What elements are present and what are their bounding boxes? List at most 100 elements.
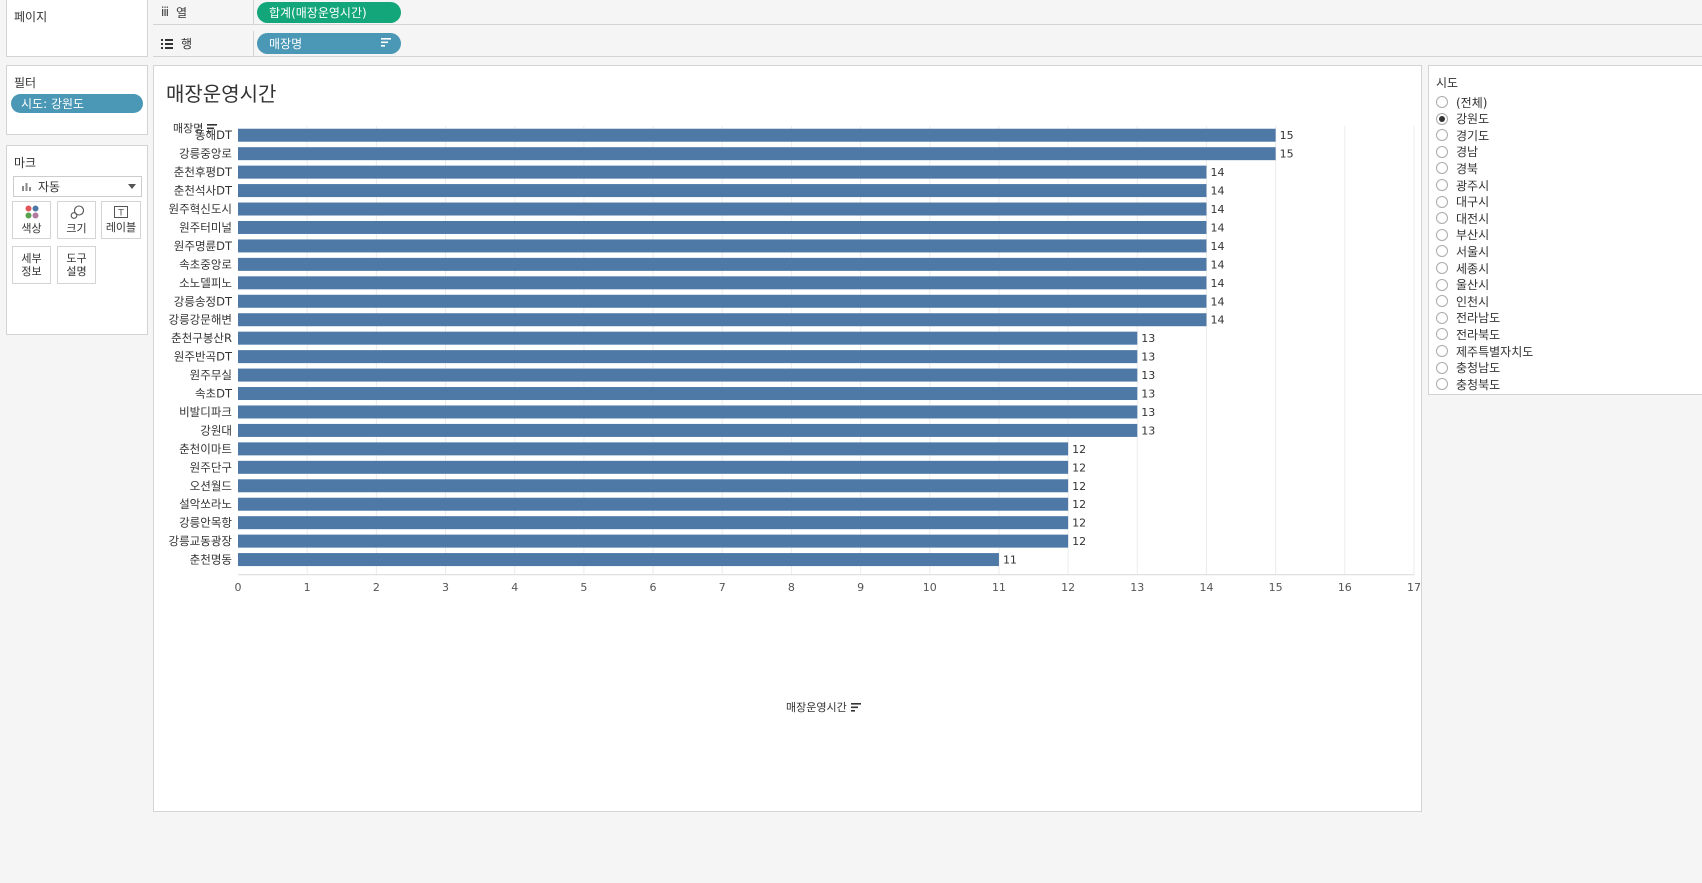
bar[interactable] — [238, 350, 1138, 364]
bar[interactable] — [238, 387, 1138, 401]
bar[interactable] — [238, 553, 999, 567]
columns-pill[interactable]: 합계(매장운영시간) — [257, 2, 401, 23]
sido-option-label: 충청북도 — [1456, 377, 1501, 392]
sido-option[interactable]: 충청북도 — [1436, 376, 1500, 392]
sido-option-label: 제주특별자치도 — [1456, 344, 1534, 359]
sort-descending-icon[interactable] — [207, 123, 218, 133]
mark-tooltip-button[interactable]: 도구 설명 — [57, 246, 96, 284]
radio-button[interactable] — [1436, 179, 1448, 191]
data-label: 12 — [1072, 498, 1086, 511]
bar[interactable] — [238, 313, 1207, 327]
bar[interactable] — [238, 368, 1138, 382]
bar[interactable] — [238, 294, 1207, 308]
radio-button[interactable] — [1436, 112, 1448, 125]
data-label: 14 — [1210, 258, 1224, 271]
sido-option[interactable]: 경남 — [1436, 144, 1478, 160]
sido-option[interactable]: 경기도 — [1436, 127, 1489, 143]
sido-option-label: 서울시 — [1456, 244, 1490, 259]
category-label: 강릉중앙로 — [179, 147, 232, 161]
radio-button[interactable] — [1436, 328, 1448, 341]
size-icon — [70, 205, 84, 219]
sido-option[interactable]: 충청남도 — [1436, 360, 1500, 376]
radio-button[interactable] — [1436, 195, 1448, 208]
bar[interactable] — [238, 442, 1069, 456]
sido-option[interactable]: 울산시 — [1436, 277, 1489, 293]
sort-descending-icon[interactable] — [381, 37, 391, 47]
radio-button[interactable] — [1436, 145, 1448, 158]
bar[interactable] — [238, 202, 1207, 216]
x-tick-label: 5 — [580, 581, 587, 594]
bar[interactable] — [238, 516, 1069, 530]
bar[interactable] — [238, 165, 1207, 179]
data-label: 11 — [1003, 554, 1017, 567]
x-tick-label: 6 — [650, 581, 657, 594]
bar[interactable] — [238, 497, 1069, 511]
x-axis-title[interactable]: 매장운영시간 — [786, 699, 861, 715]
bar[interactable] — [238, 184, 1207, 198]
radio-button[interactable] — [1436, 278, 1448, 291]
mark-size-button[interactable]: 크기 — [57, 201, 96, 239]
bar[interactable] — [238, 534, 1069, 548]
sort-descending-icon[interactable] — [850, 702, 861, 712]
sido-option[interactable]: 서울시 — [1436, 243, 1489, 259]
radio-button[interactable] — [1436, 162, 1448, 175]
radio-button[interactable] — [1436, 378, 1448, 391]
radio-button[interactable] — [1436, 245, 1448, 258]
x-tick-label: 11 — [992, 581, 1006, 594]
bar[interactable] — [238, 147, 1276, 161]
sido-option[interactable]: 전라남도 — [1436, 310, 1500, 326]
filter-pill-sido[interactable]: 시도: 강원도 — [11, 94, 143, 113]
mark-tooltip-label: 도구 설명 — [66, 252, 87, 278]
sido-option[interactable]: 대구시 — [1436, 194, 1489, 210]
marks-panel: 마크 자동 색상 크기 T 레이블 세부 정보 도구 설명 — [6, 145, 148, 335]
data-label: 13 — [1141, 424, 1155, 437]
sido-option[interactable]: 부산시 — [1436, 227, 1489, 243]
mark-type-dropdown[interactable]: 자동 — [13, 176, 142, 197]
sido-option[interactable]: 경북 — [1436, 160, 1478, 176]
bar[interactable] — [238, 479, 1069, 493]
category-label: 춘천구봉산R — [171, 331, 232, 345]
rows-label: 행 — [181, 37, 193, 51]
sido-option[interactable]: 광주시 — [1436, 177, 1489, 193]
mark-label-button[interactable]: T 레이블 — [101, 201, 141, 239]
columns-shelf[interactable]: 합계(매장운영시간) — [253, 0, 1702, 25]
radio-button[interactable] — [1436, 361, 1448, 374]
sido-option[interactable]: 강원도 — [1436, 111, 1489, 127]
bar[interactable] — [238, 405, 1138, 419]
mark-detail-button[interactable]: 세부 정보 — [12, 246, 51, 284]
bar[interactable] — [238, 239, 1207, 253]
bar[interactable] — [238, 257, 1207, 271]
bar[interactable] — [238, 276, 1207, 290]
sido-option[interactable]: (전체) — [1436, 94, 1487, 110]
bar[interactable] — [238, 460, 1069, 474]
bar[interactable] — [238, 331, 1138, 345]
sido-option[interactable]: 인천시 — [1436, 293, 1489, 309]
sido-option[interactable]: 전라북도 — [1436, 326, 1500, 342]
x-tick-label: 4 — [511, 581, 518, 594]
rows-pill[interactable]: 매장명 — [257, 33, 401, 54]
mark-color-button[interactable]: 색상 — [12, 201, 51, 239]
sido-option[interactable]: 대전시 — [1436, 210, 1489, 226]
rows-shelf[interactable]: 매장명 — [253, 31, 1702, 57]
radio-button[interactable] — [1436, 311, 1448, 324]
bar[interactable] — [238, 423, 1138, 437]
radio-button[interactable] — [1436, 295, 1448, 308]
radio-button[interactable] — [1436, 262, 1448, 274]
radio-button[interactable] — [1436, 129, 1448, 142]
category-label: 춘천석사DT — [174, 184, 233, 198]
radio-button[interactable] — [1436, 96, 1448, 108]
pages-panel[interactable]: 페이지 — [6, 0, 148, 57]
sido-option[interactable]: 제주특별자치도 — [1436, 343, 1533, 359]
radio-button[interactable] — [1436, 228, 1448, 241]
radio-button[interactable] — [1436, 212, 1448, 225]
bar[interactable] — [238, 220, 1207, 234]
sido-option-label: 울산시 — [1456, 278, 1490, 293]
radio-button[interactable] — [1436, 345, 1448, 357]
sido-option-label: 세종시 — [1456, 261, 1490, 276]
data-label: 14 — [1210, 240, 1224, 253]
row-header[interactable]: 매장명 — [173, 120, 218, 136]
chart-view[interactable]: 매장운영시간 매장명 동해DT 15 강릉중앙로 15 춘천후평DT 14 춘천석사DT 14… — [153, 65, 1422, 812]
bar[interactable] — [238, 128, 1276, 142]
sido-option[interactable]: 세종시 — [1436, 260, 1489, 276]
